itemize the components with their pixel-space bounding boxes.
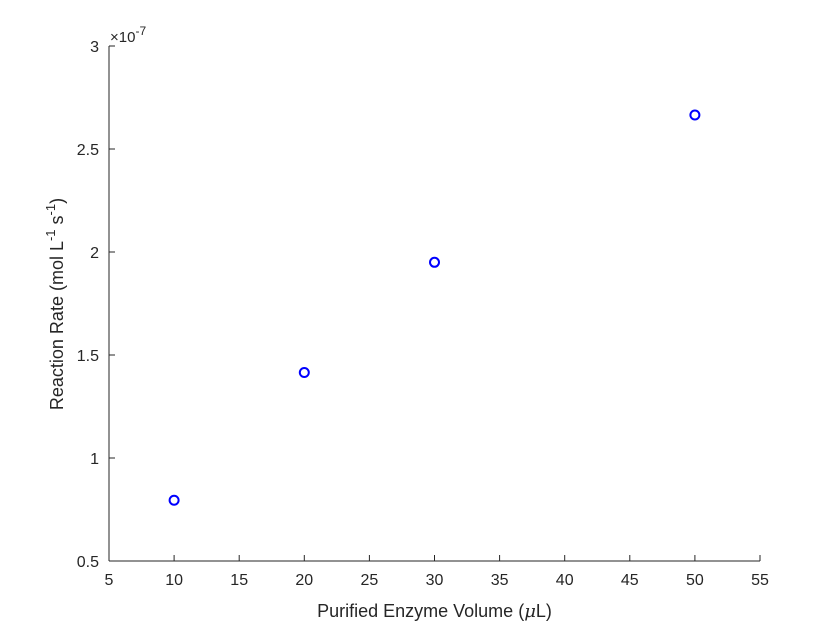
y-axis-label: Reaction Rate (mol L-1 s-1) <box>43 198 67 410</box>
x-tick-label: 40 <box>556 572 574 589</box>
x-tick-label: 45 <box>621 572 639 589</box>
x-tick-label: 30 <box>426 572 444 589</box>
data-point <box>429 256 440 268</box>
data-point <box>168 494 180 506</box>
data-point <box>298 367 310 379</box>
x-tick-label: 10 <box>165 572 183 589</box>
y-tick-label: 0.5 <box>77 554 99 571</box>
x-tick-label: 55 <box>751 572 769 589</box>
x-tick-label: 20 <box>295 572 313 589</box>
y-tick-label: 1.5 <box>77 348 99 365</box>
x-tick-label: 5 <box>105 572 114 589</box>
x-tick-label: 15 <box>230 572 248 589</box>
y-tick-label: 2 <box>90 245 99 262</box>
x-tick-label: 35 <box>491 572 509 589</box>
x-tick-label: 50 <box>686 572 704 589</box>
x-tick-label: 25 <box>361 572 379 589</box>
y-ticks: 0.5 1 1.5 2 2.5 3 <box>77 39 115 571</box>
data-point <box>689 109 701 121</box>
y-multiplier-base: ×10 <box>110 29 135 46</box>
y-tick-label: 1 <box>90 451 99 468</box>
y-tick-label: 2.5 <box>77 142 99 159</box>
axes <box>108 46 760 562</box>
x-ticks: 5 10 15 20 25 30 35 40 45 50 55 <box>105 555 769 589</box>
y-tick-label: 3 <box>90 39 99 56</box>
y-axis-multiplier: ×10-7 <box>110 24 146 46</box>
data-points <box>168 109 701 506</box>
x-axis-label: Purified Enzyme Volume (μL) <box>317 601 552 622</box>
y-multiplier-exponent: -7 <box>135 24 146 38</box>
mu-symbol: μ <box>524 601 536 622</box>
